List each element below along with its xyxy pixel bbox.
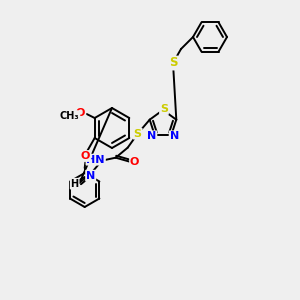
Text: O: O: [81, 151, 90, 161]
Text: O: O: [76, 108, 86, 118]
Text: N: N: [147, 131, 156, 141]
Text: N: N: [169, 131, 179, 141]
Text: S: S: [169, 56, 177, 70]
Text: CH₃: CH₃: [60, 111, 80, 121]
Text: N: N: [86, 171, 95, 181]
Text: S: S: [134, 129, 142, 139]
Text: O: O: [130, 157, 140, 167]
Text: HN: HN: [86, 155, 105, 165]
Text: H: H: [70, 179, 79, 189]
Text: S: S: [160, 104, 168, 114]
